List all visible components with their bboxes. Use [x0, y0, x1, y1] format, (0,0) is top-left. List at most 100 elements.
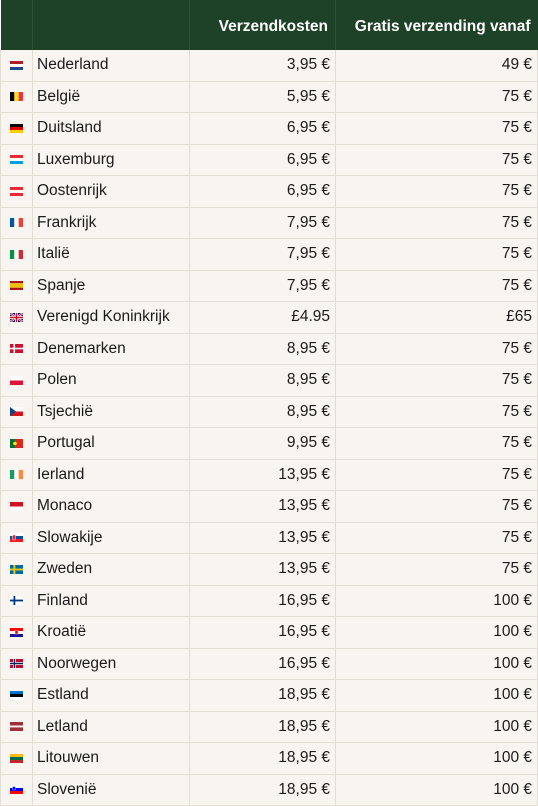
- flag-cell: [0, 112, 33, 145]
- table-row: Litouwen 18,95 €100 €: [0, 742, 538, 775]
- country-name: Portugal: [32, 427, 190, 460]
- country-name: Italië: [32, 238, 190, 271]
- flag-cell: [0, 144, 33, 176]
- free-shipping-threshold: 100 €: [335, 711, 538, 743]
- poland-flag-icon: [10, 375, 23, 385]
- flag-cell: [0, 490, 33, 523]
- country-name: Litouwen: [32, 742, 190, 775]
- table-row: Oostenrijk 6,95 €75 €: [0, 175, 538, 208]
- country-name: Luxemburg: [32, 144, 190, 176]
- shipping-cost: 7,95 €: [189, 270, 336, 302]
- free-shipping-threshold: 75 €: [335, 396, 538, 428]
- country-name: Duitsland: [32, 112, 190, 145]
- croatia-flag-icon: [10, 627, 23, 637]
- country-name: Zweden: [32, 553, 190, 586]
- country-name: Estland: [32, 679, 190, 712]
- flag-cell: [0, 175, 33, 208]
- flag-cell: [0, 458, 33, 491]
- table-row: Luxemburg 6,95 €75 €: [0, 144, 538, 176]
- free-shipping-threshold: 100 €: [335, 742, 538, 775]
- flag-cell: [0, 427, 33, 460]
- flag-cell: [0, 332, 33, 365]
- free-shipping-threshold: 75 €: [335, 332, 538, 365]
- free-shipping-threshold: 75 €: [335, 112, 538, 145]
- flag-cell: [0, 616, 33, 649]
- free-shipping-threshold: 100 €: [335, 648, 538, 680]
- country-name: Slovenië: [32, 774, 190, 806]
- shipping-cost: 6,95 €: [189, 112, 336, 145]
- france-flag-icon: [10, 218, 23, 228]
- free-shipping-threshold: 75 €: [335, 80, 538, 113]
- shipping-cost: 8,95 €: [189, 332, 336, 365]
- country-name: Nederland: [32, 50, 190, 82]
- free-shipping-threshold: 75 €: [335, 553, 538, 586]
- lithuania-flag-icon: [10, 753, 23, 763]
- flag-cell: [0, 396, 33, 428]
- table-row: Estland 18,95 €100 €: [0, 679, 538, 712]
- table-row: Zweden 13,95 €75 €: [0, 553, 538, 586]
- finland-flag-icon: [10, 596, 23, 606]
- country-name: Kroatië: [32, 616, 190, 649]
- free-shipping-threshold: £65: [335, 301, 538, 334]
- country-name: Tsjechië: [32, 396, 190, 428]
- monaco-flag-icon: [10, 501, 23, 511]
- flag-cell: [0, 301, 33, 334]
- austria-flag-icon: [10, 186, 23, 196]
- country-name: Frankrijk: [32, 206, 190, 239]
- table-row: Tsjechië 8,95 €75 €: [0, 396, 538, 428]
- free-shipping-threshold: 75 €: [335, 238, 538, 271]
- shipping-cost: 13,95 €: [189, 490, 336, 523]
- belgium-flag-icon: [10, 92, 23, 102]
- ireland-flag-icon: [10, 470, 23, 480]
- free-shipping-threshold: 75 €: [335, 175, 538, 208]
- free-shipping-threshold: 75 €: [335, 270, 538, 302]
- table-row: Nederland 3,95 €49 €: [0, 50, 538, 82]
- shipping-cost: 18,95 €: [189, 742, 336, 775]
- latvia-flag-icon: [10, 722, 23, 732]
- shipping-cost: 3,95 €: [189, 50, 336, 82]
- luxembourg-flag-icon: [10, 155, 23, 165]
- shipping-cost: 6,95 €: [189, 175, 336, 208]
- table-row: Portugal 9,95 €75 €: [0, 427, 538, 460]
- denmark-flag-icon: [10, 344, 23, 354]
- country-name: Spanje: [32, 270, 190, 302]
- free-shipping-threshold: 75 €: [335, 490, 538, 523]
- shipping-cost: 8,95 €: [189, 396, 336, 428]
- shipping-cost: 7,95 €: [189, 238, 336, 271]
- flag-cell: [0, 238, 33, 271]
- table-row: Slovenië 18,95 €100 €: [0, 774, 538, 806]
- free-shipping-threshold: 75 €: [335, 206, 538, 239]
- flag-cell: [0, 522, 33, 554]
- shipping-cost: 16,95 €: [189, 616, 336, 649]
- portugal-flag-icon: [10, 438, 23, 448]
- shipping-cost: 7,95 €: [189, 206, 336, 239]
- country-name: Monaco: [32, 490, 190, 523]
- table-row: Ierland 13,95 €75 €: [0, 458, 538, 491]
- country-name: Polen: [32, 364, 190, 397]
- table-row: Denemarken 8,95 €75 €: [0, 332, 538, 365]
- table-row: Verenigd Koninkrijk £4.95 £65: [0, 301, 538, 334]
- flag-cell: [0, 364, 33, 397]
- table-row: Monaco 13,95 €75 €: [0, 490, 538, 523]
- flag-cell: [0, 774, 33, 806]
- sweden-flag-icon: [10, 564, 23, 574]
- free-shipping-threshold: 100 €: [335, 679, 538, 712]
- germany-flag-icon: [10, 123, 23, 133]
- country-name: Verenigd Koninkrijk: [32, 301, 190, 334]
- table-row: Polen 8,95 €75 €: [0, 364, 538, 397]
- spain-flag-icon: [10, 281, 23, 291]
- flag-cell: [0, 679, 33, 712]
- table-body: Nederland 3,95 €49 € België 5,95 €75 € Duits…: [0, 50, 538, 806]
- flag-cell: [0, 80, 33, 113]
- shipping-cost: 6,95 €: [189, 144, 336, 176]
- united-kingdom-flag-icon: [10, 312, 23, 322]
- shipping-cost: 18,95 €: [189, 711, 336, 743]
- shipping-cost: 16,95 €: [189, 584, 336, 617]
- table-row: België 5,95 €75 €: [0, 80, 538, 113]
- slovenia-flag-icon: [10, 785, 23, 795]
- shipping-cost: 13,95 €: [189, 522, 336, 554]
- table-row: Duitsland 6,95 €75 €: [0, 112, 538, 145]
- free-shipping-threshold: 75 €: [335, 522, 538, 554]
- free-shipping-threshold: 75 €: [335, 364, 538, 397]
